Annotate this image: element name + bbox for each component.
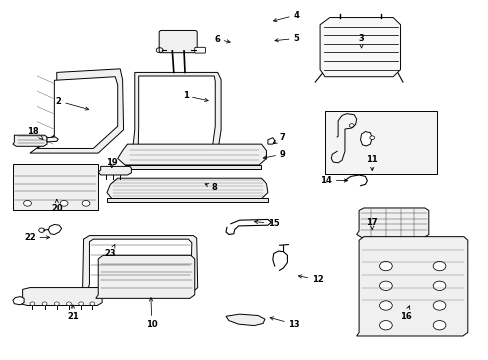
- Polygon shape: [88, 239, 191, 288]
- Circle shape: [90, 302, 95, 306]
- Polygon shape: [30, 69, 123, 153]
- Circle shape: [432, 261, 445, 271]
- Text: 11: 11: [366, 155, 377, 171]
- Text: 7: 7: [273, 133, 285, 144]
- Polygon shape: [225, 314, 264, 325]
- Text: 8: 8: [204, 183, 217, 192]
- Text: 18: 18: [27, 127, 43, 139]
- Polygon shape: [267, 138, 274, 144]
- Text: 9: 9: [263, 150, 285, 159]
- Circle shape: [432, 320, 445, 330]
- Bar: [325, 111, 436, 174]
- Circle shape: [369, 136, 374, 139]
- Circle shape: [23, 201, 31, 206]
- Text: 14: 14: [320, 176, 347, 185]
- Circle shape: [348, 124, 353, 127]
- Text: 20: 20: [51, 199, 62, 213]
- Polygon shape: [98, 166, 131, 175]
- Circle shape: [39, 228, 44, 232]
- Circle shape: [432, 281, 445, 291]
- Text: 10: 10: [146, 298, 157, 329]
- Circle shape: [379, 281, 391, 291]
- Polygon shape: [356, 208, 428, 237]
- Text: 19: 19: [106, 158, 118, 168]
- Circle shape: [79, 302, 83, 306]
- Polygon shape: [13, 135, 47, 146]
- Circle shape: [54, 302, 59, 306]
- Text: 12: 12: [298, 275, 323, 284]
- Polygon shape: [96, 255, 194, 298]
- Circle shape: [379, 301, 391, 310]
- Polygon shape: [107, 178, 267, 199]
- Polygon shape: [138, 76, 215, 148]
- Polygon shape: [132, 72, 221, 152]
- Bar: [13, 164, 98, 211]
- Circle shape: [379, 261, 391, 271]
- Polygon shape: [320, 18, 400, 77]
- Bar: [107, 198, 267, 202]
- Text: 21: 21: [67, 305, 79, 321]
- Circle shape: [156, 280, 167, 288]
- Circle shape: [432, 301, 445, 310]
- Polygon shape: [20, 288, 102, 306]
- Circle shape: [30, 302, 35, 306]
- Polygon shape: [37, 77, 118, 148]
- Polygon shape: [118, 144, 266, 165]
- Polygon shape: [13, 297, 24, 305]
- Text: 15: 15: [254, 219, 279, 228]
- Text: 5: 5: [274, 34, 299, 43]
- FancyBboxPatch shape: [194, 47, 205, 53]
- Text: 6: 6: [214, 35, 230, 44]
- FancyBboxPatch shape: [159, 31, 197, 53]
- Bar: [125, 165, 260, 168]
- Text: 3: 3: [358, 34, 364, 48]
- Circle shape: [66, 302, 71, 306]
- Polygon shape: [47, 137, 58, 142]
- Text: 2: 2: [56, 96, 88, 110]
- Text: 17: 17: [366, 218, 377, 230]
- Polygon shape: [48, 225, 61, 234]
- Text: 1: 1: [182, 91, 208, 102]
- Polygon shape: [360, 132, 371, 146]
- Text: 16: 16: [399, 306, 410, 321]
- Circle shape: [82, 201, 90, 206]
- Circle shape: [112, 280, 123, 288]
- Circle shape: [60, 201, 68, 206]
- Text: 4: 4: [273, 10, 299, 22]
- Circle shape: [379, 320, 391, 330]
- Polygon shape: [80, 235, 197, 291]
- Circle shape: [42, 302, 47, 306]
- Text: 13: 13: [269, 317, 300, 329]
- Text: 22: 22: [24, 233, 50, 242]
- Text: 23: 23: [104, 244, 116, 258]
- Polygon shape: [356, 237, 467, 336]
